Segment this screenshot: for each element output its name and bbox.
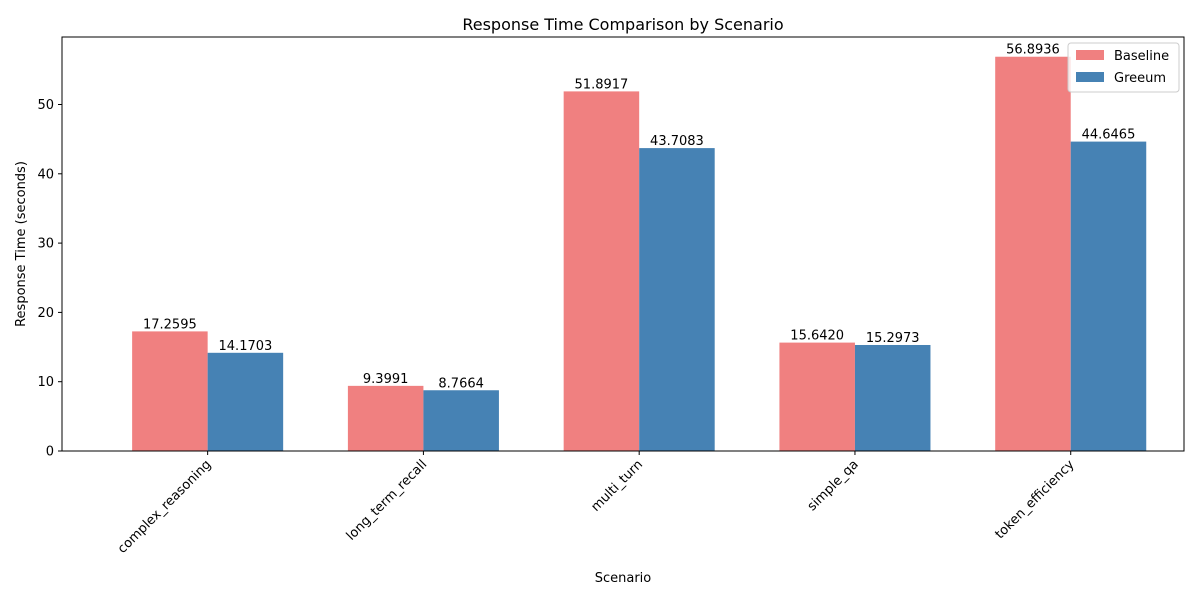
y-tick-label: 50 <box>37 98 54 113</box>
bar-greeum-long-term-recall <box>423 390 499 451</box>
y-axis: 0 10 20 30 40 50 <box>37 98 62 460</box>
bar-value-label: 15.2973 <box>866 331 920 346</box>
bar-value-label: 43.7083 <box>650 134 704 149</box>
bar-baseline-simple-qa <box>779 342 855 451</box>
bar-greeum-multi-turn <box>639 148 715 451</box>
bar-value-label: 44.6465 <box>1082 128 1136 143</box>
bar-value-label: 15.6420 <box>790 329 844 344</box>
legend-label-baseline: Baseline <box>1114 49 1169 64</box>
y-axis-label: Response Time (seconds) <box>14 161 29 327</box>
y-tick-label: 20 <box>37 306 54 321</box>
bar-greeum-simple-qa <box>854 344 931 451</box>
legend-swatch-greeum <box>1076 72 1104 82</box>
legend-label-greeum: Greeum <box>1114 71 1166 86</box>
bar-baseline-long-term-recall <box>347 385 424 451</box>
y-tick-label: 0 <box>46 445 54 460</box>
y-tick-label: 40 <box>37 167 54 182</box>
x-axis-label: Scenario <box>595 571 652 586</box>
bar-value-label: 17.2595 <box>143 317 197 332</box>
bar-greeum-complex-reasoning <box>207 352 284 451</box>
bar-baseline-token-efficiency <box>995 56 1071 451</box>
y-tick-label: 10 <box>37 375 54 390</box>
bar-labels-layer: 17.2595 9.3991 51.8917 15.6420 56.8936 14.170… <box>143 43 1135 392</box>
plot-frame <box>61 36 1185 452</box>
bar-value-label: 14.1703 <box>219 339 273 354</box>
bar-greeum-token-efficiency <box>1070 141 1147 451</box>
bar-baseline-multi-turn <box>563 91 640 451</box>
legend: Baseline Greeum <box>1067 42 1180 93</box>
bar-value-label: 51.8917 <box>575 77 629 92</box>
bar-value-label: 9.3991 <box>363 372 409 387</box>
legend-swatch-baseline <box>1076 50 1104 60</box>
bar-baseline-complex-reasoning <box>132 331 208 451</box>
y-tick-label: 30 <box>37 237 54 252</box>
bar-value-label: 56.8936 <box>1006 43 1060 58</box>
chart-title: Response Time Comparison by Scenario <box>462 15 783 34</box>
bar-value-label: 8.7664 <box>438 376 484 391</box>
bars-layer <box>132 56 1147 451</box>
